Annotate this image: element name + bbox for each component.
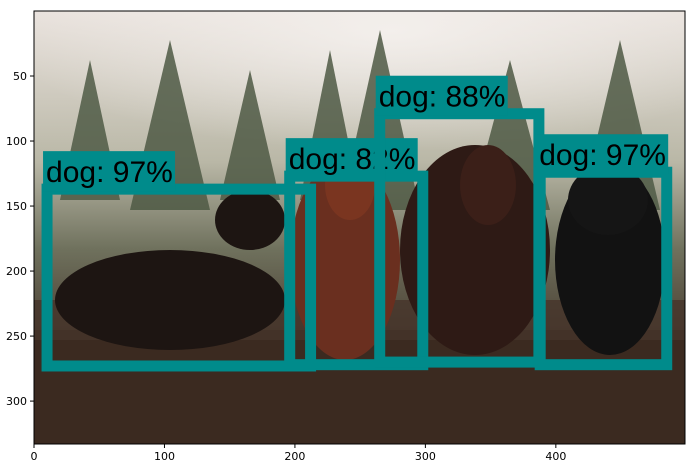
y-tick-label: 50 — [13, 70, 27, 83]
detection-4: dog: 97% — [534, 134, 673, 371]
x-tick-label: 300 — [415, 450, 436, 463]
x-tick-label: 200 — [284, 450, 305, 463]
x-tick-label: 400 — [545, 450, 566, 463]
photo — [34, 11, 685, 444]
detection-label: dog: 97% — [46, 156, 173, 189]
y-tick-label: 250 — [6, 330, 27, 343]
detection-2: dog: 82% — [284, 138, 429, 371]
detection-1: dog: 97% — [41, 151, 317, 372]
y-tick-label: 200 — [6, 265, 27, 278]
detection-label: dog: 97% — [539, 139, 666, 172]
label-background — [43, 151, 176, 192]
label-background — [375, 75, 508, 116]
y-tick-label: 100 — [6, 135, 27, 148]
axes-frame — [33, 10, 686, 445]
x-axis: 0 100 200 300 400 — [31, 444, 566, 463]
y-tick-label: 300 — [6, 395, 27, 408]
x-tick-label: 100 — [154, 450, 175, 463]
label-background — [536, 134, 669, 175]
detections: dog: 97% dog: 82% dog: 88% dog: 97% — [41, 75, 673, 372]
y-tick-label: 150 — [6, 200, 27, 213]
bounding-box — [41, 183, 317, 372]
y-axis: 50 100 150 200 250 300 — [6, 70, 34, 408]
detection-label: dog: 82% — [289, 143, 416, 176]
x-tick-label: 0 — [31, 450, 38, 463]
label-background — [285, 138, 418, 179]
detection-label: dog: 88% — [379, 81, 506, 114]
